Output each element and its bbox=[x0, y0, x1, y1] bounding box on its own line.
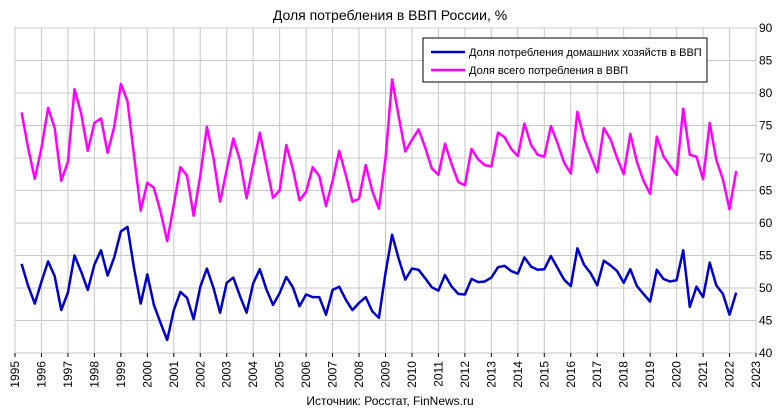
x-tick-label: 2013 bbox=[484, 361, 498, 388]
x-tick-label: 2002 bbox=[193, 361, 207, 388]
y-tick-label: 60 bbox=[759, 216, 773, 230]
x-tick-label: 2011 bbox=[431, 361, 445, 387]
x-tick-label: 2000 bbox=[140, 361, 154, 388]
x-tick-label: 1995 bbox=[8, 361, 22, 388]
x-tick-label: 2020 bbox=[670, 361, 684, 388]
y-tick-label: 80 bbox=[759, 86, 773, 100]
x-tick-label: 2023 bbox=[749, 361, 763, 388]
series-group bbox=[20, 78, 738, 342]
x-tick-label: 2022 bbox=[723, 361, 737, 388]
y-tick-label: 70 bbox=[759, 151, 773, 165]
x-tick-label: 2001 bbox=[167, 361, 181, 388]
y-tick-label: 50 bbox=[759, 281, 773, 295]
y-tick-label: 55 bbox=[759, 249, 773, 263]
x-tick-label: 2009 bbox=[379, 361, 393, 388]
x-tick-label: 2017 bbox=[590, 361, 604, 388]
x-tick-label: 1999 bbox=[114, 361, 128, 388]
x-tick-label: 2021 bbox=[696, 361, 710, 388]
y-tick-label: 40 bbox=[759, 346, 773, 360]
x-tick-label: 2006 bbox=[299, 361, 313, 388]
x-tick-label: 2012 bbox=[458, 361, 472, 388]
x-tick-label: 2015 bbox=[537, 361, 551, 388]
y-tick-label: 90 bbox=[759, 21, 773, 35]
legend: Доля потребления домашних хозяйств в ВВП… bbox=[422, 37, 708, 83]
y-tick-label: 65 bbox=[759, 184, 773, 198]
y-tick-label: 45 bbox=[759, 314, 773, 328]
x-tick-label: 2008 bbox=[352, 361, 366, 388]
x-tick-label: 2004 bbox=[246, 361, 260, 388]
legend-label-total: Доля всего потребления в ВВП bbox=[469, 65, 628, 77]
x-tick-label: 2010 bbox=[405, 361, 419, 388]
legend-box bbox=[422, 37, 708, 83]
x-tick-label: 2007 bbox=[326, 361, 340, 388]
x-tick-label: 1997 bbox=[61, 361, 75, 388]
legend-label-households: Доля потребления домашних хозяйств в ВВП bbox=[469, 47, 702, 59]
series-line-0 bbox=[20, 225, 738, 342]
axes: 1995 1996 1997 1998 1999 2000 2001 2002 2003 2004… bbox=[8, 21, 773, 388]
x-tick-label: 1998 bbox=[87, 361, 101, 388]
y-tick-label: 75 bbox=[759, 119, 773, 133]
x-tick-label: 2014 bbox=[511, 361, 525, 388]
series-line-1 bbox=[20, 78, 738, 243]
x-tick-label: 2005 bbox=[273, 361, 287, 388]
x-tick-label: 2003 bbox=[220, 361, 234, 388]
source-note: Источник: Росстат, FinNews.ru bbox=[306, 394, 473, 408]
x-tick-label: 2018 bbox=[617, 361, 631, 388]
x-tick-label: 1996 bbox=[34, 361, 48, 388]
y-tick-label: 85 bbox=[759, 54, 773, 68]
chart-title: Доля потребления в ВВП России, % bbox=[273, 7, 507, 23]
x-tick-label: 2019 bbox=[643, 361, 657, 388]
x-tick-label: 2016 bbox=[564, 361, 578, 388]
